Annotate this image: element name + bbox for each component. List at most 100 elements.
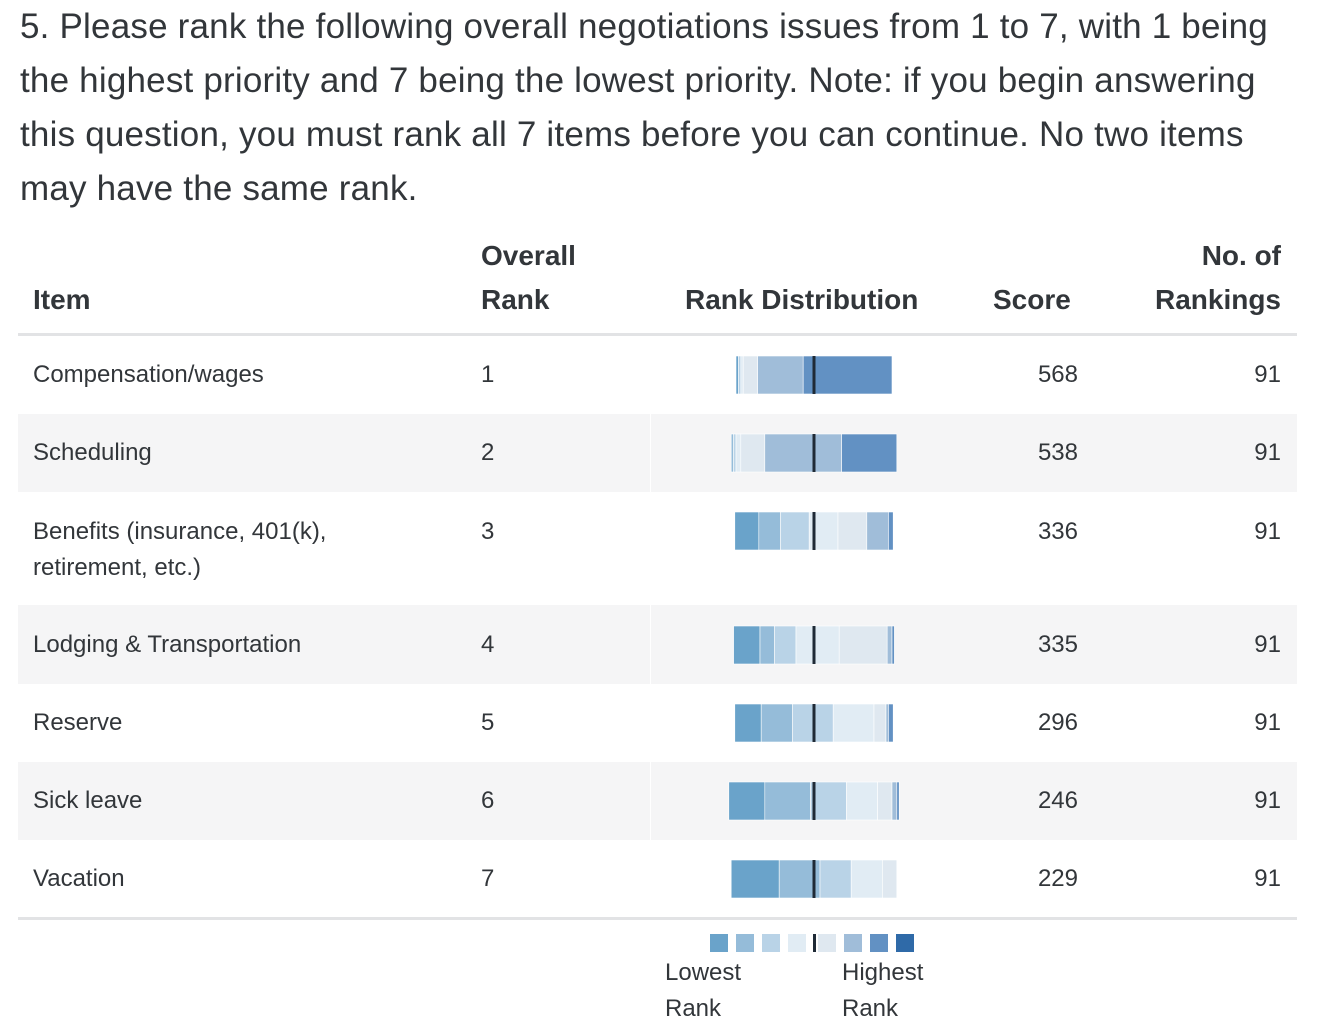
rank-segment (734, 703, 762, 743)
score-cell: 246 (1037, 787, 1078, 814)
overall-rank-cell: 2 (481, 439, 495, 466)
overall-rank-cell: 6 (481, 787, 495, 814)
rankings-cell: 91 (1254, 709, 1281, 736)
rank-segment (873, 703, 887, 743)
rank-segment (740, 355, 744, 395)
median-marker (812, 434, 816, 472)
rank-segment (730, 859, 780, 899)
table-row: Reserve 5 296 91 (18, 684, 1297, 762)
table-row: Compensation/wages 1 568 91 (18, 336, 1297, 414)
rank-segment (841, 433, 898, 473)
table-row: Sick leave 6 246 91 (18, 762, 1297, 840)
header-no-of-rankings: No. of Rankings (1154, 240, 1281, 315)
rank-segment (891, 781, 898, 821)
rankings-cell: 91 (1254, 439, 1281, 466)
column-divider (650, 605, 651, 684)
column-divider (650, 684, 651, 762)
legend-swatch (844, 934, 862, 952)
score-cell: 335 (1037, 631, 1078, 658)
column-divider (650, 336, 651, 414)
rank-segment (757, 355, 804, 395)
rank-segment (877, 781, 893, 821)
legend-swatch (870, 934, 888, 952)
rank-segment (774, 625, 797, 665)
rankings-cell: 91 (1254, 518, 1281, 545)
header-rank-distribution: Rank Distribution (685, 284, 919, 315)
table-row: Vacation 7 229 91 (18, 840, 1297, 917)
table-row: Lodging & Transportation 4 335 91 (18, 605, 1297, 684)
legend-lowest-rank-label: Lowest Rank (665, 959, 742, 1022)
rank-segment (888, 703, 894, 743)
rankings-cell: 91 (1254, 361, 1281, 388)
rank-segment (733, 433, 737, 473)
score-cell: 229 (1037, 865, 1078, 892)
header-score: Score (993, 284, 1071, 315)
overall-rank-cell: 3 (481, 518, 495, 545)
item-cell: Reserve (33, 709, 123, 736)
rank-segment (780, 511, 810, 551)
rank-segment (733, 625, 761, 665)
rankings-cell: 91 (1254, 631, 1281, 658)
rank-segment (764, 433, 842, 473)
item-cell: Lodging & Transportation (33, 631, 302, 658)
rank-segment (734, 511, 760, 551)
rank-segment (764, 781, 811, 821)
rank-segment (832, 703, 875, 743)
rank-segment (886, 625, 893, 665)
rank-segment (735, 355, 739, 395)
overall-rank-cell: 5 (481, 709, 495, 736)
rank-segment (846, 781, 878, 821)
rank-segment (850, 859, 883, 899)
rank-segment (758, 511, 781, 551)
rank-segment (759, 625, 775, 665)
score-cell: 336 (1037, 518, 1078, 545)
overall-rank-cell: 1 (481, 361, 495, 388)
legend-median-marker (813, 934, 816, 952)
rank-segment (896, 781, 900, 821)
rank-segment (888, 511, 894, 551)
column-divider (650, 762, 651, 840)
rank-segment (837, 511, 868, 551)
median-marker (812, 512, 816, 550)
median-marker (812, 704, 816, 742)
rank-segment (819, 859, 852, 899)
rankings-cell: 91 (1254, 787, 1281, 814)
median-marker (812, 782, 816, 820)
rank-segment (802, 355, 893, 395)
rank-segment (730, 433, 734, 473)
item-cell: Compensation/wages (33, 361, 264, 388)
median-marker (812, 860, 816, 898)
rank-segment (728, 781, 766, 821)
question-text: 5. Please rank the following overall neg… (20, 7, 1268, 208)
rank-segment (742, 355, 758, 395)
header-divider (18, 333, 1297, 336)
rank-segment (760, 703, 793, 743)
rank-segment (885, 703, 889, 743)
rank-segment (738, 355, 742, 395)
legend-swatch (896, 934, 914, 952)
column-divider (650, 840, 651, 917)
score-cell: 296 (1037, 709, 1078, 736)
legend-swatch (818, 934, 836, 952)
legend-swatch (710, 934, 728, 952)
legend-swatch (736, 934, 754, 952)
rankings-cell: 91 (1254, 865, 1281, 892)
legend-highest-rank-label: Highest Rank (842, 959, 924, 1022)
table-row: Scheduling 2 538 91 (18, 414, 1297, 492)
median-marker (812, 626, 816, 664)
rank-segment (866, 511, 889, 551)
item-cell: Scheduling (33, 439, 152, 466)
rank-segment (891, 625, 895, 665)
footer-divider (18, 917, 1297, 920)
header-overall-rank: Overall Rank (481, 240, 576, 315)
column-divider (650, 414, 651, 492)
rank-segment (810, 781, 847, 821)
overall-rank-cell: 4 (481, 631, 495, 658)
rank-segment (740, 433, 766, 473)
rank-segment (735, 433, 742, 473)
table-row: Benefits (insurance, 401(k), retirement,… (18, 492, 1297, 605)
score-cell: 538 (1037, 439, 1078, 466)
column-divider (650, 492, 651, 605)
item-cell: Benefits (insurance, 401(k), retirement,… (33, 518, 327, 581)
